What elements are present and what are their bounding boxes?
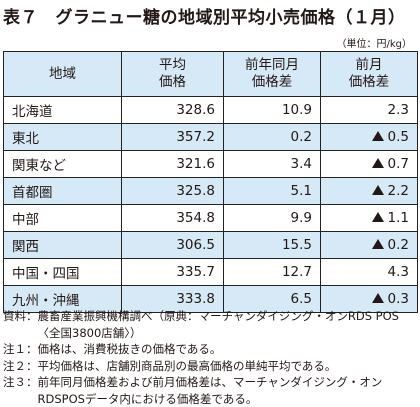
- region-cell: 九州・沖縄: [3, 285, 122, 313]
- table-row: 九州・沖縄 333.8 6.5 0.3: [3, 285, 418, 313]
- region-cell: 首都圏: [3, 177, 122, 205]
- triangle-minus-icon: [371, 293, 384, 303]
- note-text: 平均価格は、店舗別商品別の最高価格の単純平均である。: [37, 358, 337, 373]
- mom-diff-value: 0.3: [387, 291, 409, 307]
- note-label: 資料：: [3, 309, 38, 323]
- table-row: 中国・四国 335.7 12.7 4.3: [3, 258, 418, 286]
- table-title: 表７ グラニュー糖の地域別平均小売価格（１月）: [3, 8, 406, 28]
- region-cell: 関西: [3, 231, 122, 259]
- avg-price-cell: 306.5: [121, 231, 224, 259]
- yoy-diff-cell: 10.9: [223, 96, 321, 124]
- mom-diff-value: 1.1: [387, 210, 409, 226]
- triangle-minus-icon: [371, 185, 384, 195]
- table-row: 中部 354.8 9.9 1.1: [3, 204, 418, 232]
- note-label: 注１：: [3, 342, 38, 356]
- header-mom-diff: 前月 価格差: [320, 51, 418, 97]
- note-label: 注３：: [3, 375, 38, 389]
- note-label: 注２：: [3, 358, 38, 373]
- note-text: 価格は、消費税抜きの価格である。: [37, 342, 222, 356]
- avg-price-cell: 321.6: [121, 150, 224, 178]
- header-avg-line1: 平均: [159, 57, 186, 73]
- region-cell: 東北: [3, 123, 122, 151]
- notes-block: 資料： 農畜産業振興機構調べ（原典：マーチャンダイジング・オンRDS POS〈全国…: [3, 308, 417, 407]
- triangle-minus-icon: [371, 239, 384, 249]
- header-yoy-line2: 価格差: [251, 74, 293, 90]
- header-yoy-diff: 前年同月 価格差: [223, 51, 321, 97]
- triangle-minus-icon: [371, 158, 384, 168]
- note-text: 農畜産業振興機構調べ（原典：マーチャンダイジング・オンRDS POS〈全国380…: [37, 309, 399, 340]
- note-item: 資料： 農畜産業振興機構調べ（原典：マーチャンダイジング・オンRDS POS〈全国…: [3, 308, 417, 341]
- triangle-minus-icon: [371, 131, 384, 141]
- note-text: 前年同月価格差および前月価格差は、マーチャンダイジング・オンRDSPOSデータ内…: [37, 375, 383, 406]
- table-row: 関東など 321.6 3.4 0.7: [3, 150, 418, 178]
- note-item: 注１： 価格は、消費税抜きの価格である。: [3, 341, 417, 358]
- note-item: 注２： 平均価格は、店舗別商品別の最高価格の単純平均である。: [3, 358, 417, 375]
- mom-diff-cell: 0.2: [320, 231, 418, 259]
- mom-diff-cell: 1.1: [320, 204, 418, 232]
- avg-price-cell: 354.8: [121, 204, 224, 232]
- avg-price-cell: 325.8: [121, 177, 224, 205]
- yoy-diff-cell: 9.9: [223, 204, 321, 232]
- yoy-diff-cell: 3.4: [223, 150, 321, 178]
- avg-price-cell: 357.2: [121, 123, 224, 151]
- avg-price-cell: 335.7: [121, 258, 224, 286]
- header-region: 地域: [3, 51, 122, 97]
- region-cell: 関東など: [3, 150, 122, 178]
- mom-diff-cell: 2.3: [320, 96, 418, 124]
- mom-diff-value: 2.2: [387, 183, 409, 199]
- mom-diff-value: 2.3: [387, 102, 409, 118]
- mom-diff-cell: 0.7: [320, 150, 418, 178]
- mom-diff-cell: 2.2: [320, 177, 418, 205]
- table-row: 首都圏 325.8 5.1 2.2: [3, 177, 418, 205]
- header-avg-line2: 価格: [159, 74, 186, 90]
- header-yoy-line1: 前年同月: [245, 57, 299, 73]
- triangle-minus-icon: [371, 212, 384, 222]
- mom-diff-cell: 0.5: [320, 123, 418, 151]
- mom-diff-cell: 4.3: [320, 258, 418, 286]
- header-row: 地域 平均 価格 前年同月 価格差 前月 価格差: [3, 51, 418, 97]
- yoy-diff-cell: 0.2: [223, 123, 321, 151]
- yoy-diff-cell: 6.5: [223, 285, 321, 313]
- note-item: 注３： 前年同月価格差および前月価格差は、マーチャンダイジング・オンRDSPOSデ…: [3, 374, 417, 407]
- table-row: 東北 357.2 0.2 0.5: [3, 123, 418, 151]
- yoy-diff-cell: 15.5: [223, 231, 321, 259]
- header-mom-line2: 価格差: [348, 74, 390, 90]
- avg-price-cell: 328.6: [121, 96, 224, 124]
- region-cell: 中部: [3, 204, 122, 232]
- mom-diff-value: 0.2: [387, 237, 409, 253]
- table-row: 関西 306.5 15.5 0.2: [3, 231, 418, 259]
- price-table: 地域 平均 価格 前年同月 価格差 前月 価格差 北海道 328.6 10.9 2.3…: [3, 51, 418, 313]
- mom-diff-value: 0.5: [387, 129, 409, 145]
- yoy-diff-cell: 12.7: [223, 258, 321, 286]
- header-mom-line1: 前月: [355, 57, 383, 73]
- mom-diff-value: 4.3: [387, 264, 409, 280]
- mom-diff-value: 0.7: [387, 156, 409, 172]
- yoy-diff-cell: 5.1: [223, 177, 321, 205]
- header-avg-price: 平均 価格: [121, 51, 224, 97]
- mom-diff-cell: 0.3: [320, 285, 418, 313]
- region-cell: 中国・四国: [3, 258, 122, 286]
- region-cell: 北海道: [3, 96, 122, 124]
- table-row: 北海道 328.6 10.9 2.3: [3, 96, 418, 124]
- unit-label: （単位：円/kg）: [336, 39, 412, 50]
